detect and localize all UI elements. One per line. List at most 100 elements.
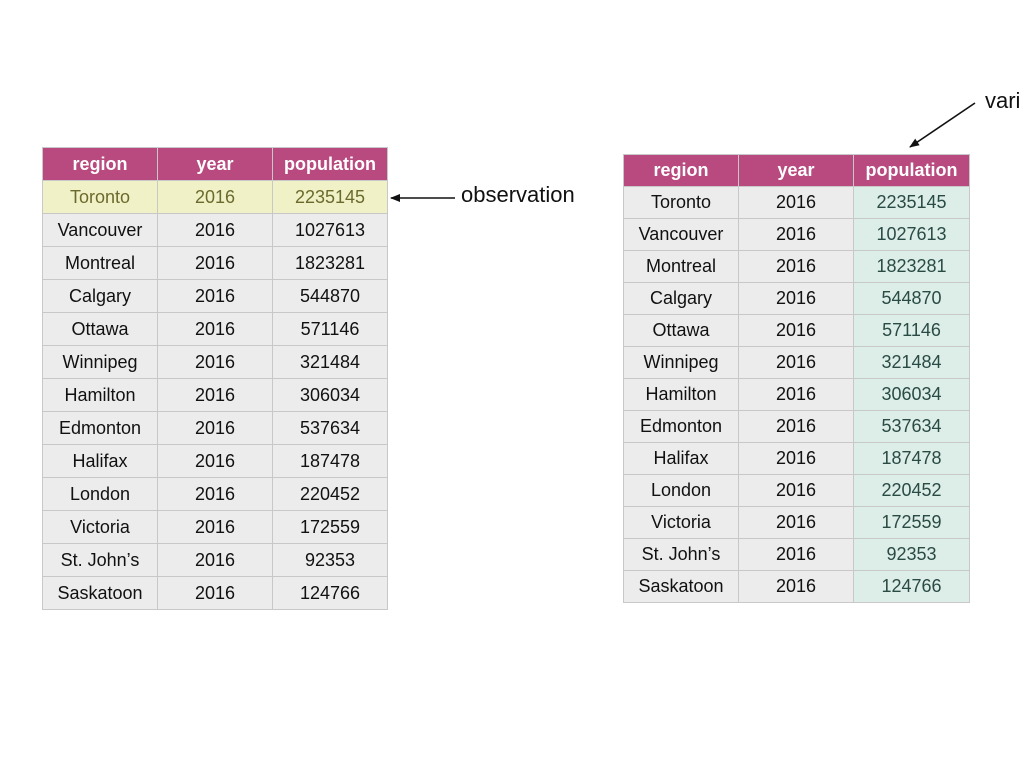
cell-region: St. John’s [623,538,739,571]
cell-region: Saskatoon [42,576,158,610]
table-row: Saskatoon 2016 124766 [42,576,388,610]
cell-region: Victoria [623,506,739,539]
cell-year: 2016 [738,282,854,315]
table-row: Montreal 2016 1823281 [623,250,970,283]
header-year: year [738,154,854,187]
cell-region: Ottawa [623,314,739,347]
table-row: Victoria 2016 172559 [42,510,388,544]
header-row: region year population [623,154,970,187]
cell-population: 172559 [853,506,970,539]
cell-region: Halifax [623,442,739,475]
cell-region: Saskatoon [623,570,739,603]
cell-population: 571146 [272,312,388,346]
observation-table: region year population Toronto 2016 223514… [42,147,388,610]
cell-population: 187478 [853,442,970,475]
table-row: Halifax 2016 187478 [42,444,388,478]
cell-population: 124766 [853,570,970,603]
cell-year: 2016 [157,411,273,445]
cell-year: 2016 [738,538,854,571]
table-row: Hamilton 2016 306034 [623,378,970,411]
cell-year: 2016 [738,346,854,379]
table-row: Edmonton 2016 537634 [623,410,970,443]
table-row: Victoria 2016 172559 [623,506,970,539]
cell-region: Vancouver [623,218,739,251]
header-row: region year population [42,147,388,181]
cell-year: 2016 [157,510,273,544]
cell-population: 537634 [853,410,970,443]
cell-population: 92353 [853,538,970,571]
table-row: Vancouver 2016 1027613 [42,213,388,247]
cell-year: 2016 [738,506,854,539]
cell-population: 92353 [272,543,388,577]
cell-region: Ottawa [42,312,158,346]
cell-year: 2016 [157,213,273,247]
table-row: Toronto 2016 2235145 [623,186,970,219]
cell-population: 187478 [272,444,388,478]
cell-region: London [42,477,158,511]
cell-region: Winnipeg [623,346,739,379]
table-row: St. John’s 2016 92353 [623,538,970,571]
table-row: Ottawa 2016 571146 [623,314,970,347]
cell-region: Edmonton [42,411,158,445]
cell-population: 1823281 [853,250,970,283]
observation-table-body: Toronto 2016 2235145 Vancouver 2016 1027613 Mo… [42,180,388,610]
cell-year: 2016 [738,442,854,475]
table-row: Halifax 2016 187478 [623,442,970,475]
cell-year: 2016 [157,378,273,412]
cell-region: Hamilton [42,378,158,412]
cell-year: 2016 [738,314,854,347]
table-row: Montreal 2016 1823281 [42,246,388,280]
table-row: Vancouver 2016 1027613 [623,218,970,251]
cell-population: 220452 [853,474,970,507]
highlighted-observation-row: Toronto 2016 2235145 [42,180,388,214]
table-row: Calgary 2016 544870 [42,279,388,313]
cell-year: 2016 [738,186,854,219]
variable-table: region year population Toronto 2016 223514… [623,154,970,603]
cell-region: London [623,474,739,507]
cell-year: 2016 [157,345,273,379]
observation-label: observation [461,182,575,207]
cell-region: Edmonton [623,410,739,443]
cell-population: 321484 [272,345,388,379]
cell-year: 2016 [157,576,273,610]
cell-region: Calgary [623,282,739,315]
cell-region: Calgary [42,279,158,313]
table-row: London 2016 220452 [623,474,970,507]
cell-year: 2016 [738,410,854,443]
cell-year: 2016 [157,180,273,214]
cell-year: 2016 [157,444,273,478]
cell-year: 2016 [738,250,854,283]
cell-year: 2016 [738,474,854,507]
cell-year: 2016 [738,570,854,603]
header-population: population [272,147,388,181]
cell-region: Victoria [42,510,158,544]
table-row: Calgary 2016 544870 [623,282,970,315]
cell-region: Toronto [623,186,739,219]
cell-year: 2016 [157,543,273,577]
cell-year: 2016 [738,218,854,251]
cell-population: 1027613 [853,218,970,251]
cell-region: Hamilton [623,378,739,411]
variable-arrow [909,102,976,148]
variable-table-body: Toronto 2016 2235145 Vancouver 2016 1027613 Mo… [623,186,970,603]
table-row: Winnipeg 2016 321484 [42,345,388,379]
table-row: Edmonton 2016 537634 [42,411,388,445]
cell-population: 2235145 [272,180,388,214]
cell-region: Vancouver [42,213,158,247]
header-year: year [157,147,273,181]
cell-year: 2016 [157,246,273,280]
cell-region: Toronto [42,180,158,214]
table-row: St. John’s 2016 92353 [42,543,388,577]
cell-year: 2016 [738,378,854,411]
cell-population: 1027613 [272,213,388,247]
cell-year: 2016 [157,477,273,511]
table-row: Ottawa 2016 571146 [42,312,388,346]
variable-label: vari [985,88,1021,113]
cell-population: 571146 [853,314,970,347]
table-row: Saskatoon 2016 124766 [623,570,970,603]
cell-population: 544870 [272,279,388,313]
cell-population: 172559 [272,510,388,544]
cell-region: Winnipeg [42,345,158,379]
cell-region: Montreal [623,250,739,283]
cell-population: 220452 [272,477,388,511]
